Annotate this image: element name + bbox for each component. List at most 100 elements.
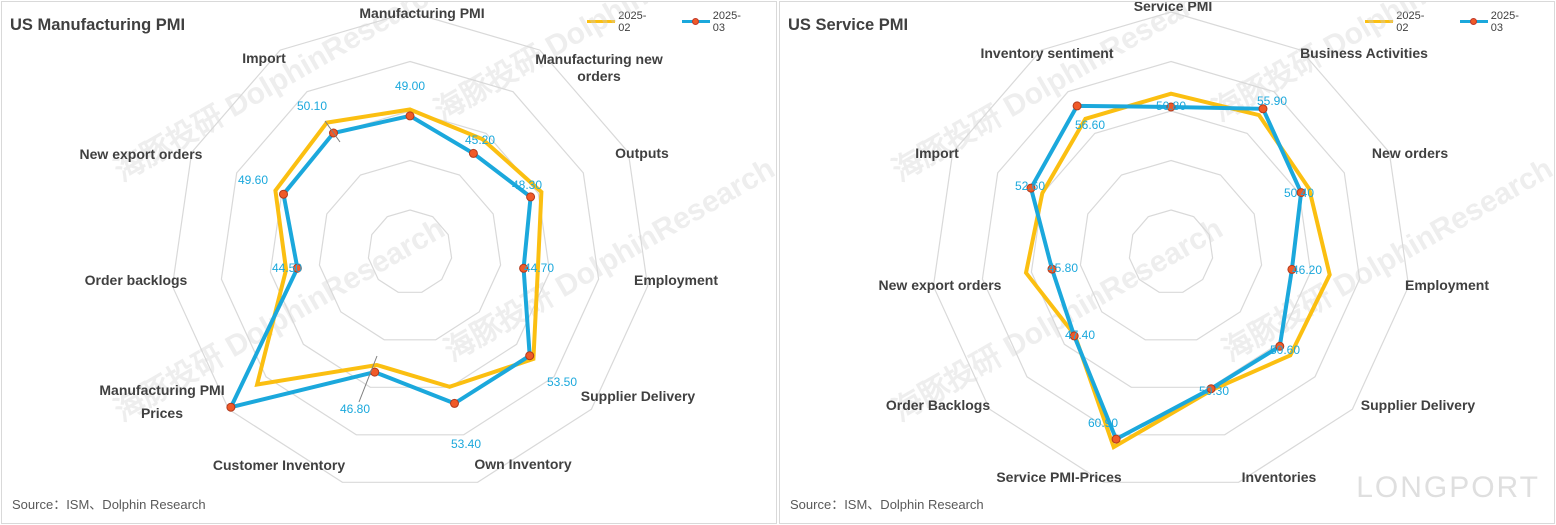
grid-ring bbox=[1030, 110, 1312, 388]
data-label: 56.60 bbox=[1075, 118, 1105, 132]
service-pmi-panel: US Service PMI 2025-02 2025-03 海豚投研 Dolp… bbox=[779, 1, 1555, 524]
category-label: Inventory sentiment bbox=[980, 45, 1113, 61]
series-line-2025-02 bbox=[1023, 91, 1332, 451]
legend-swatch-line bbox=[1365, 15, 1393, 29]
legend-swatch-marker bbox=[681, 15, 710, 29]
legend-swatch-marker bbox=[1459, 15, 1488, 29]
grid-ring bbox=[981, 60, 1361, 436]
data-point bbox=[525, 351, 535, 361]
leader-line bbox=[358, 355, 378, 403]
data-point bbox=[450, 398, 459, 408]
data-label: 46.80 bbox=[340, 402, 370, 416]
data-label: 50.80 bbox=[1156, 99, 1186, 113]
data-label: 46.20 bbox=[1292, 263, 1322, 277]
data-point bbox=[1275, 341, 1285, 351]
data-label: 45.20 bbox=[465, 133, 495, 147]
legend-label: 2025-02 bbox=[1396, 10, 1425, 34]
data-point bbox=[1069, 331, 1079, 341]
data-label: 47.40 bbox=[1065, 328, 1095, 342]
data-point bbox=[292, 263, 302, 273]
category-label: Customer Inventory bbox=[213, 457, 345, 473]
data-label: 49.00 bbox=[395, 79, 425, 93]
data-point bbox=[1026, 183, 1036, 193]
data-point bbox=[1258, 104, 1268, 114]
data-label: 55.90 bbox=[1257, 94, 1287, 108]
data-point bbox=[226, 402, 236, 412]
category-label: New export orders bbox=[80, 146, 203, 162]
legend-swatch-line bbox=[587, 15, 615, 29]
legend: 2025-02 2025-03 bbox=[587, 10, 776, 34]
category-label: Service PMI bbox=[1134, 2, 1213, 14]
data-label: 53.50 bbox=[547, 375, 577, 389]
data-label: 49.60 bbox=[238, 173, 268, 187]
watermark: 海豚投研 DolphinResearch bbox=[439, 152, 776, 368]
data-point bbox=[405, 111, 415, 121]
legend-item-2025-03: 2025-03 bbox=[681, 10, 753, 34]
grid-ring bbox=[932, 11, 1410, 483]
series-line-2025-02 bbox=[254, 107, 544, 389]
legend: 2025-02 2025-03 bbox=[1365, 10, 1554, 34]
category-label: Import bbox=[915, 145, 959, 161]
data-point bbox=[526, 192, 536, 202]
legend-label: 2025-03 bbox=[712, 10, 741, 34]
legend-item-2025-03: 2025-03 bbox=[1459, 10, 1531, 34]
leader-line bbox=[324, 120, 341, 143]
category-label: Inventories bbox=[1242, 469, 1317, 485]
data-label: 44.70 bbox=[524, 261, 554, 275]
data-label: 50.40 bbox=[1284, 186, 1314, 200]
category-label: Employment bbox=[634, 272, 718, 288]
category-label: Manufacturing new orders bbox=[535, 51, 663, 84]
grid-ring bbox=[1128, 209, 1214, 293]
category-label: Manufacturing PMI bbox=[359, 5, 484, 21]
category-label: Order Backlogs bbox=[886, 397, 990, 413]
category-label: New orders bbox=[1372, 145, 1448, 161]
source-note: Source：ISM、Dolphin Research bbox=[790, 497, 984, 512]
chart-title: US Service PMI bbox=[788, 16, 909, 34]
grid-ring bbox=[1079, 159, 1263, 341]
data-point bbox=[1111, 434, 1121, 444]
legend-item-2025-02: 2025-02 bbox=[1365, 10, 1436, 34]
brand-watermark: LONGPORT bbox=[1356, 471, 1540, 504]
manufacturing-pmi-panel: US Manufacturing PMI 2025-02 2025-03 海豚投… bbox=[1, 1, 777, 524]
data-label: 45.80 bbox=[1048, 261, 1078, 275]
data-label: 48.30 bbox=[512, 178, 542, 192]
category-label: Employment bbox=[1405, 277, 1489, 293]
data-point bbox=[519, 263, 529, 273]
data-point bbox=[1287, 264, 1297, 274]
data-label: 53.40 bbox=[451, 437, 481, 451]
grid-ring bbox=[367, 209, 453, 293]
category-label: New export orders bbox=[879, 277, 1002, 293]
data-label: 52.60 bbox=[1015, 179, 1045, 193]
category-label: Supplier Delivery bbox=[581, 388, 696, 404]
grid-ring bbox=[171, 11, 649, 483]
data-point bbox=[468, 148, 478, 158]
category-label: Own Inventory bbox=[474, 456, 571, 472]
data-point bbox=[1296, 188, 1306, 198]
data-point bbox=[1206, 384, 1216, 394]
data-label: 44.50 bbox=[272, 261, 302, 275]
data-label: 50.10 bbox=[297, 99, 327, 113]
data-point bbox=[279, 189, 288, 199]
data-point bbox=[1166, 102, 1176, 112]
grid-ring bbox=[318, 159, 502, 341]
grid-ring bbox=[220, 60, 600, 436]
category-label: Service PMI-Prices bbox=[996, 469, 1122, 485]
category-label: Supplier Delivery bbox=[1361, 397, 1476, 413]
data-label: 60.90 bbox=[1088, 416, 1118, 430]
data-point bbox=[1072, 101, 1082, 111]
data-point bbox=[1047, 264, 1057, 274]
legend-label: 2025-03 bbox=[1490, 10, 1519, 34]
legend-item-2025-02: 2025-02 bbox=[587, 10, 658, 34]
category-label: Business Activities bbox=[1300, 45, 1428, 61]
series-line-2025-03 bbox=[1028, 103, 1304, 442]
category-label: Import bbox=[242, 50, 286, 66]
data-label: 50.30 bbox=[1199, 384, 1229, 398]
category-label: Order backlogs bbox=[85, 272, 188, 288]
chart-title: US Manufacturing PMI bbox=[10, 16, 186, 34]
series-line-2025-03 bbox=[227, 113, 533, 411]
category-label: Outputs bbox=[615, 145, 669, 161]
category-label: Manufacturing PMI Prices bbox=[99, 382, 224, 421]
legend-label: 2025-02 bbox=[618, 10, 647, 34]
